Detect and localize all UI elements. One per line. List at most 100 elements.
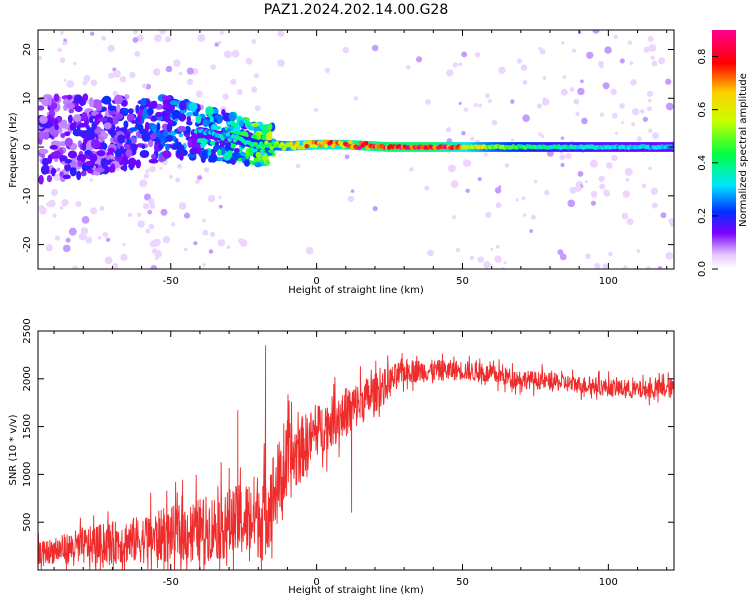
- spectral-cell: [54, 124, 59, 131]
- spectral-speckle: [245, 57, 253, 65]
- x-tick-label: 100: [599, 276, 618, 287]
- spectral-speckle: [529, 229, 534, 233]
- snr-x-axis: -50 0 50 100: [53, 331, 668, 588]
- spectral-cell: [107, 147, 115, 154]
- spectral-speckle: [574, 185, 582, 192]
- spectral-cell: [38, 148, 49, 154]
- spectral-speckle: [141, 83, 147, 89]
- spectral-cell: [38, 105, 45, 111]
- spectral-speckle: [165, 65, 173, 73]
- spectral-speckle: [409, 167, 414, 172]
- ridge-core: [269, 145, 274, 151]
- ridge-core: [364, 141, 369, 146]
- spectral-speckle: [80, 227, 89, 235]
- spectral-cell: [174, 109, 179, 119]
- spectral-speckle: [173, 59, 181, 67]
- spectral-cell: [94, 167, 105, 173]
- spectral-cell: [69, 166, 77, 177]
- spectral-speckle: [142, 203, 150, 210]
- spectral-speckle: [223, 50, 232, 59]
- spectral-speckle: [483, 152, 488, 157]
- spectral-speckle: [569, 87, 575, 93]
- spectral-cell: [156, 122, 161, 132]
- spectral-cell: [105, 155, 111, 160]
- spectral-speckle: [611, 112, 618, 119]
- spectrogram-y-axis: -20 -10 0 10 20: [22, 43, 674, 253]
- spectral-cell: [169, 100, 180, 106]
- spectral-speckle: [59, 57, 66, 64]
- y-tick-label: 1000: [22, 462, 33, 487]
- snr-x-axis-label: Height of straight line (km): [288, 585, 424, 596]
- snr-frame: [37, 330, 675, 571]
- spectral-speckle: [38, 55, 43, 60]
- spectral-cell: [232, 151, 241, 159]
- spectral-speckle: [652, 132, 660, 140]
- spectral-speckle: [643, 46, 650, 53]
- spectral-speckle: [650, 187, 659, 195]
- spectral-cell: [88, 97, 94, 108]
- spectral-speckle: [145, 168, 150, 174]
- spectral-speckle: [450, 180, 459, 189]
- spectral-speckle: [219, 30, 224, 35]
- spectral-speckle: [589, 159, 598, 168]
- ridge-core: [329, 139, 334, 145]
- snr-plot-area: [38, 345, 674, 570]
- colorbar: 0.0 0.2 0.4 0.6 0.8 Normalized spectral ampl…: [697, 30, 749, 277]
- snr-y-axis: 500 1000 1500 2000 2500: [22, 318, 674, 532]
- spectral-cell: [124, 143, 131, 150]
- spectral-speckle: [90, 79, 98, 87]
- spectral-cell: [103, 122, 112, 130]
- spectral-speckle: [150, 264, 158, 269]
- spectral-speckle: [75, 200, 82, 207]
- spectral-cell: [74, 105, 83, 113]
- spectral-speckle: [498, 66, 506, 75]
- spectral-cell: [59, 140, 67, 147]
- spectral-cell: [70, 160, 77, 168]
- spectral-speckle: [614, 131, 619, 136]
- spectral-cell: [144, 121, 150, 132]
- spectral-cell: [196, 138, 205, 144]
- spectral-speckle: [619, 103, 625, 109]
- spectral-cell: [136, 114, 142, 124]
- spectral-speckle: [347, 195, 355, 203]
- spectral-speckle: [210, 231, 216, 238]
- spectral-speckle: [522, 213, 527, 217]
- spectral-cell: [131, 119, 136, 124]
- spectral-cell: [64, 131, 71, 137]
- spectral-cell: [207, 150, 212, 156]
- spectral-cell: [84, 160, 94, 167]
- spectral-cell: [214, 113, 221, 121]
- spectral-speckle: [120, 253, 128, 261]
- spectral-speckle: [371, 44, 379, 52]
- spectral-speckle: [108, 72, 115, 79]
- spectral-speckle: [56, 167, 61, 172]
- colorbar-gradient: [712, 30, 736, 269]
- spectral-speckle: [139, 179, 148, 188]
- spectral-cell: [94, 118, 100, 126]
- spectral-speckle: [218, 204, 223, 209]
- spectral-speckle: [251, 39, 257, 44]
- spectral-speckle: [522, 79, 528, 85]
- spectral-cell: [137, 124, 144, 131]
- y-tick-label: 2500: [22, 318, 33, 343]
- spectral-speckle: [350, 189, 355, 193]
- spectral-speckle: [660, 212, 667, 219]
- spectral-cell: [78, 122, 87, 128]
- spectral-cell: [40, 97, 50, 106]
- spectral-speckle: [207, 194, 216, 203]
- spectral-speckle: [89, 178, 94, 182]
- spectral-speckle: [178, 71, 183, 76]
- spectral-speckle: [155, 256, 159, 261]
- spectral-speckle: [461, 130, 466, 136]
- spectral-speckle: [231, 49, 240, 58]
- spectral-cell: [162, 99, 168, 106]
- spectral-speckle: [137, 220, 145, 228]
- page-title: PAZ1.2024.202.14.00.G28: [264, 2, 449, 18]
- spectral-speckle: [515, 198, 519, 202]
- spectral-speckle: [599, 183, 606, 190]
- spectral-cell: [209, 115, 214, 124]
- spectral-cell: [51, 167, 56, 177]
- x-tick-label: 0: [313, 276, 319, 287]
- spectral-speckle: [152, 68, 161, 76]
- spectral-cell: [177, 125, 187, 133]
